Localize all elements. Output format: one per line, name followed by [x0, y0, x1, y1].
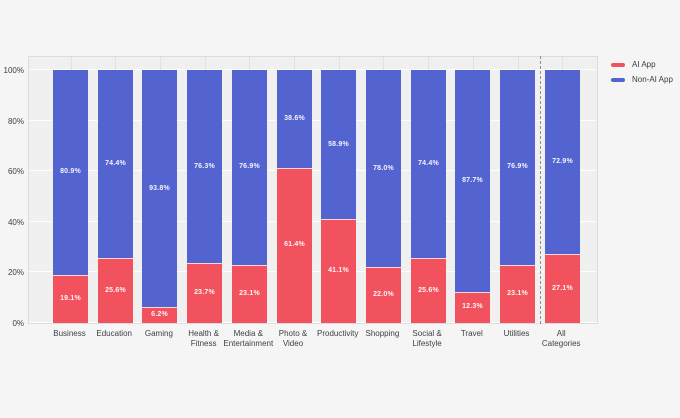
bar-segment-ai-app[interactable]: [500, 264, 535, 323]
y-tick-label: 0%: [12, 319, 24, 328]
bar-segment-ai-app[interactable]: [411, 258, 446, 323]
bar-segment-non-ai-app[interactable]: [53, 70, 88, 275]
bar-group-media-entertainment: 76.9% 23.1%: [232, 70, 267, 323]
y-tick-label: 100%: [3, 66, 24, 75]
legend: AI App Non-AI App: [611, 60, 673, 84]
x-tick-label: Social & Lifestyle: [412, 329, 442, 348]
x-tick-label: Travel: [460, 329, 483, 338]
bar-segment-ai-app[interactable]: [321, 219, 356, 323]
bar-segment-ai-app[interactable]: [187, 263, 222, 323]
bar-segment-non-ai-app[interactable]: [98, 70, 133, 259]
y-tick-label: 20%: [7, 268, 24, 278]
bar-group-all-categories: 72.9% 27.1%: [545, 70, 580, 323]
h-gridline: [29, 69, 597, 70]
bar-segment-non-ai-app[interactable]: [187, 70, 222, 264]
legend-swatch-non-ai-app-icon: [611, 77, 625, 82]
bar-segment-non-ai-app[interactable]: [321, 70, 356, 220]
legend-label-non-ai-app: Non-AI App: [632, 75, 673, 84]
x-tick-label: Gaming: [144, 329, 173, 338]
legend-item-ai-app[interactable]: AI App: [611, 60, 673, 69]
bar-segment-non-ai-app[interactable]: [411, 70, 446, 259]
x-tick-label: Education: [96, 329, 132, 338]
bars-layer: 80.9% 19.1% 74.4% 25.6% 93.8% 6.2% 76.3% 23.7% 7…: [29, 70, 597, 323]
bar-segment-non-ai-app[interactable]: [545, 70, 580, 255]
category-separator-line: [540, 56, 541, 324]
x-tick-label: Business: [53, 329, 86, 338]
y-tick-label: 60%: [7, 167, 24, 177]
bar-segment-ai-app[interactable]: [455, 291, 490, 323]
bar-segment-ai-app[interactable]: [545, 254, 580, 323]
legend-swatch-ai-app-icon: [611, 62, 625, 67]
h-gridline: [29, 119, 597, 121]
bar-group-education: 74.4% 25.6%: [98, 70, 133, 323]
bar-segment-ai-app[interactable]: [277, 167, 312, 323]
bar-segment-non-ai-app[interactable]: [366, 70, 401, 268]
bar-segment-ai-app[interactable]: [142, 307, 177, 323]
bar-segment-non-ai-app[interactable]: [455, 70, 490, 292]
bar-group-health-fitness: 76.3% 23.7%: [187, 70, 222, 323]
bar-group-gaming: 93.8% 6.2%: [142, 70, 177, 323]
x-tick-label: Photo & Video: [278, 329, 308, 348]
x-tick-label: Utilities: [503, 329, 530, 338]
x-tick-label: Shopping: [365, 329, 400, 338]
plot-area: 80.9% 19.1% 74.4% 25.6% 93.8% 6.2% 76.3% 23.7% 7…: [28, 56, 598, 324]
bar-segment-non-ai-app[interactable]: [277, 70, 312, 168]
bar-group-social-lifestyle: 74.4% 25.6%: [411, 70, 446, 323]
bar-segment-ai-app[interactable]: [366, 267, 401, 323]
bar-group-travel: 87.7% 12.3%: [455, 70, 490, 323]
legend-label-ai-app: AI App: [632, 60, 656, 69]
x-tick-label: Productivity: [317, 329, 359, 338]
h-gridline: [29, 322, 597, 323]
y-tick-label: 40%: [7, 217, 24, 227]
h-gridline: [29, 170, 597, 172]
bar-group-photo-video: 38.6% 61.4%: [277, 70, 312, 323]
bar-group-business: 80.9% 19.1%: [53, 70, 88, 323]
bar-segment-non-ai-app[interactable]: [500, 70, 535, 265]
bar-group-utilities: 76.9% 23.1%: [500, 70, 535, 323]
bar-group-shopping: 78.0% 22.0%: [366, 70, 401, 323]
bar-segment-non-ai-app[interactable]: [232, 70, 267, 265]
x-tick-label: Health & Fitness: [188, 329, 219, 348]
bar-segment-ai-app[interactable]: [53, 274, 88, 323]
bar-segment-non-ai-app[interactable]: [142, 70, 177, 308]
bar-group-productivity: 58.9% 41.1%: [321, 70, 356, 323]
bar-segment-ai-app[interactable]: [232, 264, 267, 323]
x-tick-label: Media & Entertainment: [223, 329, 274, 348]
legend-item-non-ai-app[interactable]: Non-AI App: [611, 75, 673, 84]
h-gridline: [29, 220, 597, 222]
y-tick-label: 80%: [7, 116, 24, 126]
x-tick-label: All Categories: [541, 329, 581, 348]
h-gridline: [29, 271, 597, 273]
bar-segment-ai-app[interactable]: [98, 258, 133, 323]
